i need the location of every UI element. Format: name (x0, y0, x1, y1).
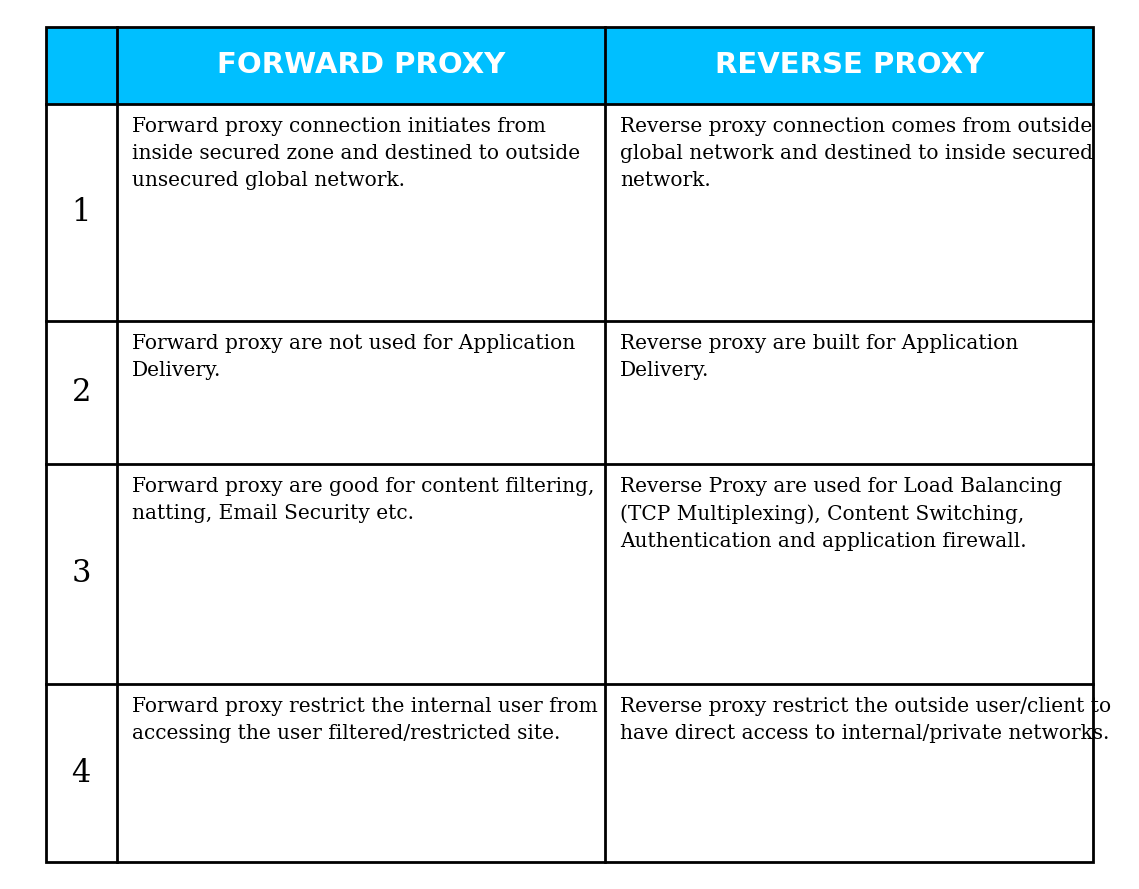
FancyBboxPatch shape (46, 27, 1093, 862)
FancyBboxPatch shape (605, 321, 1093, 464)
Text: 4: 4 (72, 757, 91, 789)
Text: Reverse Proxy are used for Load Balancing
(TCP Multiplexing), Content Switching,: Reverse Proxy are used for Load Balancin… (620, 477, 1062, 551)
FancyBboxPatch shape (117, 684, 605, 862)
FancyBboxPatch shape (117, 103, 605, 321)
Text: Forward proxy connection initiates from
inside secured zone and destined to outs: Forward proxy connection initiates from … (132, 116, 580, 190)
Text: 1: 1 (72, 196, 91, 228)
Text: Forward proxy are not used for Application
Delivery.: Forward proxy are not used for Applicati… (132, 334, 575, 380)
Text: Forward proxy are good for content filtering,
natting, Email Security etc.: Forward proxy are good for content filte… (132, 477, 595, 524)
FancyBboxPatch shape (117, 27, 605, 103)
Text: Forward proxy restrict the internal user from
accessing the user filtered/restri: Forward proxy restrict the internal user… (132, 697, 597, 743)
FancyBboxPatch shape (46, 321, 117, 464)
Text: Reverse proxy are built for Application
Delivery.: Reverse proxy are built for Application … (620, 334, 1018, 380)
Text: 2: 2 (72, 377, 91, 408)
Text: FORWARD PROXY: FORWARD PROXY (216, 51, 505, 79)
FancyBboxPatch shape (46, 27, 117, 103)
Text: Reverse proxy connection comes from outside
global network and destined to insid: Reverse proxy connection comes from outs… (620, 116, 1093, 190)
Text: REVERSE PROXY: REVERSE PROXY (714, 51, 984, 79)
FancyBboxPatch shape (46, 464, 117, 684)
FancyBboxPatch shape (117, 321, 605, 464)
FancyBboxPatch shape (605, 103, 1093, 321)
FancyBboxPatch shape (605, 684, 1093, 862)
FancyBboxPatch shape (605, 27, 1093, 103)
FancyBboxPatch shape (117, 464, 605, 684)
FancyBboxPatch shape (46, 103, 117, 321)
FancyBboxPatch shape (46, 684, 117, 862)
Text: 3: 3 (72, 558, 91, 589)
FancyBboxPatch shape (605, 464, 1093, 684)
Text: Reverse proxy restrict the outside user/client to
have direct access to internal: Reverse proxy restrict the outside user/… (620, 697, 1111, 743)
